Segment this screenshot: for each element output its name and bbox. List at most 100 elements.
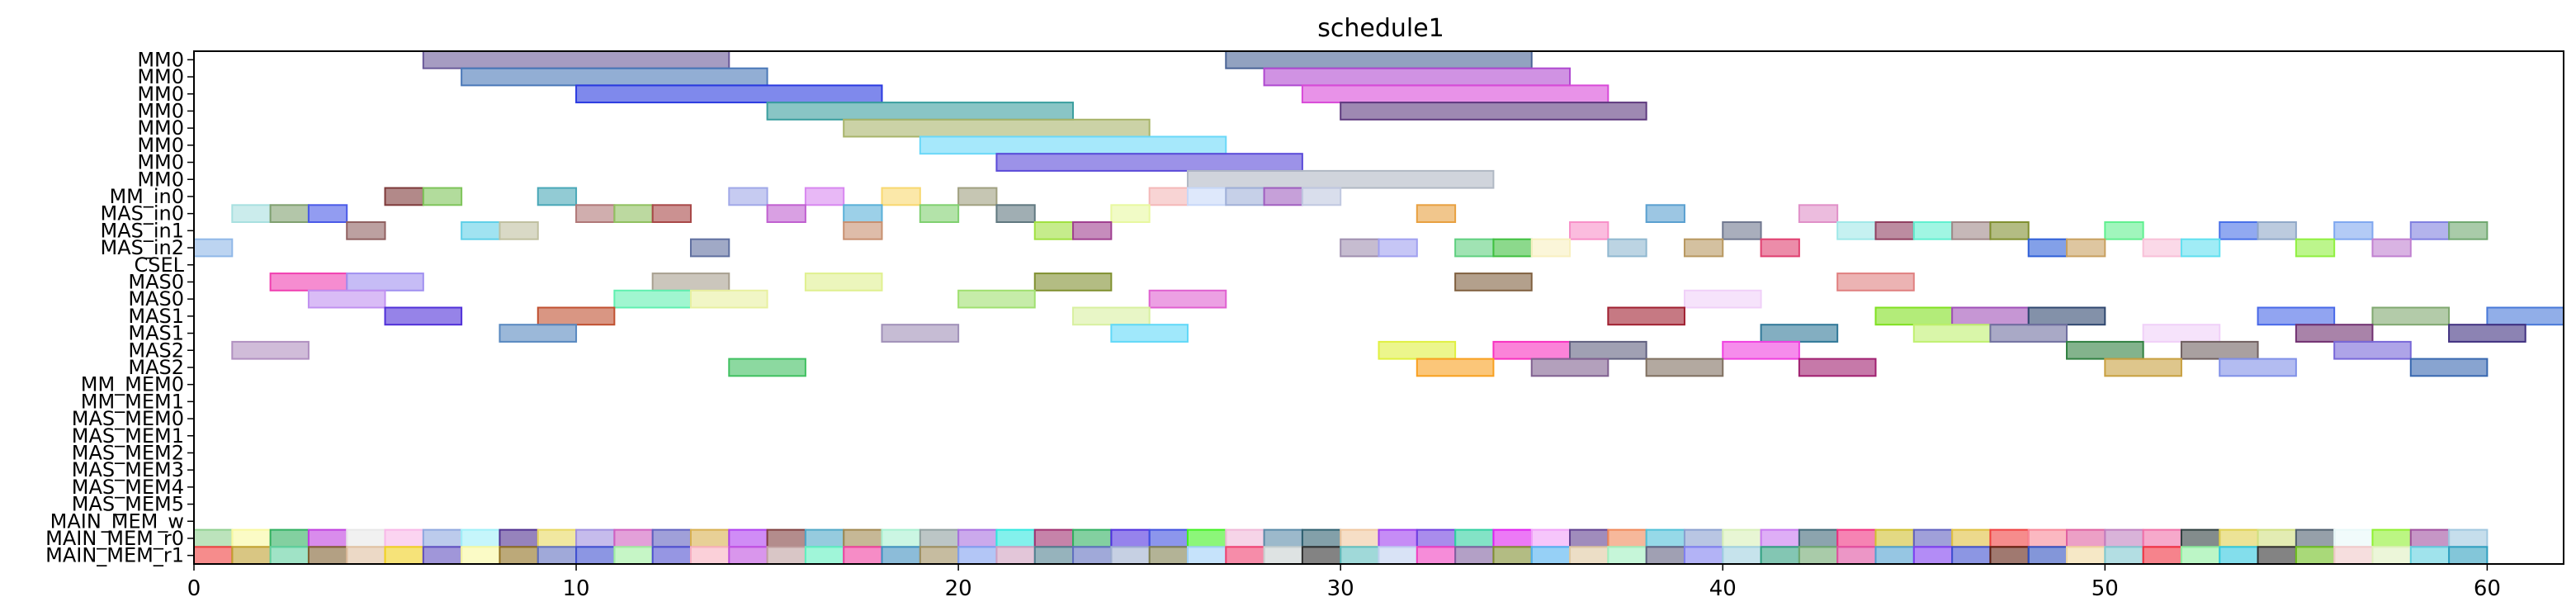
gantt-bar: [613, 528, 654, 548]
gantt-bar: [2409, 546, 2451, 565]
gantt-bar: [843, 546, 883, 565]
gantt-bar: [307, 204, 348, 224]
gantt-bar: [957, 289, 1036, 309]
y-tick-label: MM_in0: [109, 185, 184, 208]
gantt-bar: [1989, 528, 2030, 548]
gantt-bar: [422, 50, 730, 69]
gantt-bar: [1263, 528, 1303, 548]
gantt-bar: [2142, 324, 2221, 343]
y-tick-label: MM0: [137, 168, 184, 191]
y-tick-label: MAIN_MEM_r1: [45, 544, 184, 567]
gantt-bar: [995, 528, 1036, 548]
gantt-bar: [536, 546, 578, 565]
gantt-bar: [689, 546, 730, 565]
gantt-bar: [1722, 340, 1800, 360]
gantt-bar: [1607, 528, 1647, 548]
gantt-bar: [2027, 528, 2068, 548]
gantt-bar: [1072, 306, 1151, 326]
gantt-bar: [1798, 546, 1839, 565]
gantt-bar: [461, 221, 501, 240]
gantt-bar: [1072, 546, 1113, 565]
y-tick-label: MAS_MEM2: [72, 441, 184, 464]
gantt-bar: [1569, 528, 1609, 548]
gantt-bar: [1072, 221, 1113, 240]
gantt-bar: [1607, 238, 1647, 258]
y-tick-label: MAS_MEM1: [72, 424, 184, 448]
gantt-bar: [269, 204, 310, 224]
gantt-bar: [1416, 358, 1495, 377]
gantt-bar: [1989, 324, 2068, 343]
gantt-bar: [1798, 358, 1877, 377]
gantt-bar: [2333, 340, 2412, 360]
gantt-bar: [2409, 528, 2451, 548]
gantt-bar: [2333, 546, 2374, 565]
gantt-bar: [728, 546, 768, 565]
gantt-bar: [1569, 340, 1647, 360]
gantt-bar: [231, 546, 272, 565]
gantt-bar: [1912, 324, 1992, 343]
gantt-bar: [689, 289, 768, 309]
gantt-bar: [536, 528, 578, 548]
gantt-bar: [422, 187, 463, 206]
gantt-bar: [2257, 221, 2297, 240]
gantt-bar: [1760, 238, 1800, 258]
gantt-bar: [1492, 528, 1533, 548]
gantt-bar: [1530, 546, 1572, 565]
y-tick-label: MM0: [137, 99, 184, 122]
y-tick-label: MM_MEM1: [81, 390, 184, 413]
chart-title: schedule1: [1317, 14, 1444, 43]
gantt-bar: [1683, 238, 1724, 258]
gantt-bar: [2104, 358, 2182, 377]
gantt-bar: [1912, 221, 1954, 240]
gantt-bar: [384, 306, 463, 326]
x-tick-label: 50: [2092, 576, 2119, 601]
gantt-bar: [1225, 528, 1265, 548]
x-tick-label: 30: [1327, 576, 1354, 601]
gantt-bar: [1798, 528, 1839, 548]
gantt-bar: [1645, 358, 1724, 377]
y-tick-label: MAS1: [128, 305, 184, 328]
gantt-bar: [1454, 528, 1495, 548]
gantt-bar: [1874, 528, 1915, 548]
gantt-bar: [575, 546, 616, 565]
gantt-bar: [1798, 204, 1839, 224]
gantt-bar: [422, 528, 463, 548]
gantt-bar: [1148, 546, 1189, 565]
y-tick-label: MAS2: [128, 339, 184, 362]
y-tick-label: MAIN_MEM_r0: [45, 527, 184, 550]
gantt-bar: [346, 528, 386, 548]
gantt-bar: [613, 289, 692, 309]
gantt-bar: [2257, 306, 2336, 326]
y-tick-label: MM0: [137, 83, 184, 106]
gantt-bar: [384, 546, 424, 565]
gantt-bar: [1683, 528, 1724, 548]
gantt-bar: [1340, 102, 1647, 121]
gantt-bar: [1530, 528, 1572, 548]
gantt-bar: [1951, 546, 1992, 565]
gantt-bar: [575, 528, 616, 548]
gantt-bar: [1301, 528, 1342, 548]
gantt-bar: [2180, 238, 2221, 258]
gantt-bar: [2180, 340, 2259, 360]
gantt-bar: [919, 528, 960, 548]
gantt-bar: [843, 118, 1151, 138]
gantt-bar: [766, 204, 806, 224]
gantt-bar: [1378, 546, 1418, 565]
gantt-bar: [307, 289, 386, 309]
y-tick-label: MAS_in2: [100, 236, 184, 259]
gantt-bar: [804, 187, 845, 206]
y-tick-label: MAS_in0: [100, 202, 184, 225]
gantt-bar: [2371, 238, 2412, 258]
gantt-bar: [231, 340, 310, 360]
gantt-bar: [307, 546, 348, 565]
gantt-bar: [651, 204, 692, 224]
gantt-bar: [1722, 221, 1762, 240]
gantt-bar: [919, 204, 960, 224]
gantt-bar: [307, 528, 348, 548]
gantt-bar: [728, 187, 768, 206]
y-tick-label: MAS_MEM5: [72, 493, 184, 516]
gantt-bar: [1072, 528, 1113, 548]
gantt-bar: [1836, 546, 1877, 565]
gantt-bar: [1530, 358, 1609, 377]
